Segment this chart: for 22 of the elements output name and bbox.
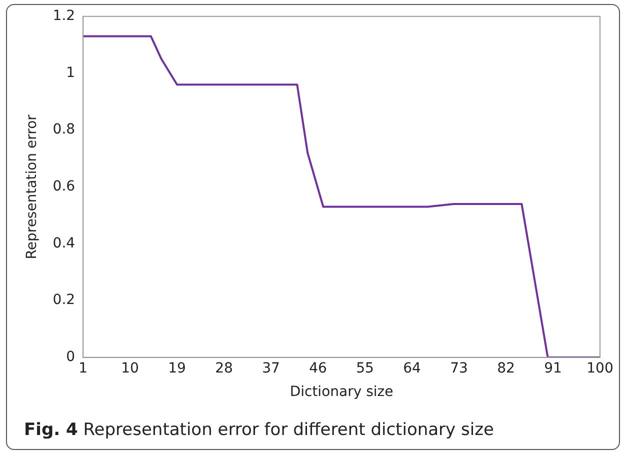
y-tick-label: 0 [66,349,76,366]
x-tick-label: 64 [403,360,422,376]
y-tick-label: 0.4 [52,235,76,252]
x-tick-label: 82 [497,360,515,376]
x-tick-label: 73 [450,360,468,376]
y-tick-label: 0.6 [52,178,76,195]
x-tick-label: 10 [121,360,139,376]
x-axis-title: Dictionary size [290,384,394,400]
x-tick-label: 55 [356,360,374,376]
y-tick-label: 1 [66,64,76,81]
x-tick-label: 1 [78,360,88,376]
y-tick-label: 0.2 [52,292,76,308]
y-tick-label: 1.2 [52,8,76,24]
x-tick-label: 100 [586,360,614,376]
caption: Fig. 4 Representation error for different dictionary size [24,420,494,440]
y-tick-label: 0.8 [52,122,76,138]
x-tick-label: 28 [215,360,233,376]
x-tick-label: 37 [262,360,280,376]
y-axis-title: Representation error [24,114,40,260]
x-tick-label: 91 [544,360,562,376]
x-tick-label: 19 [168,360,186,376]
x-tick-label: 46 [309,360,328,376]
